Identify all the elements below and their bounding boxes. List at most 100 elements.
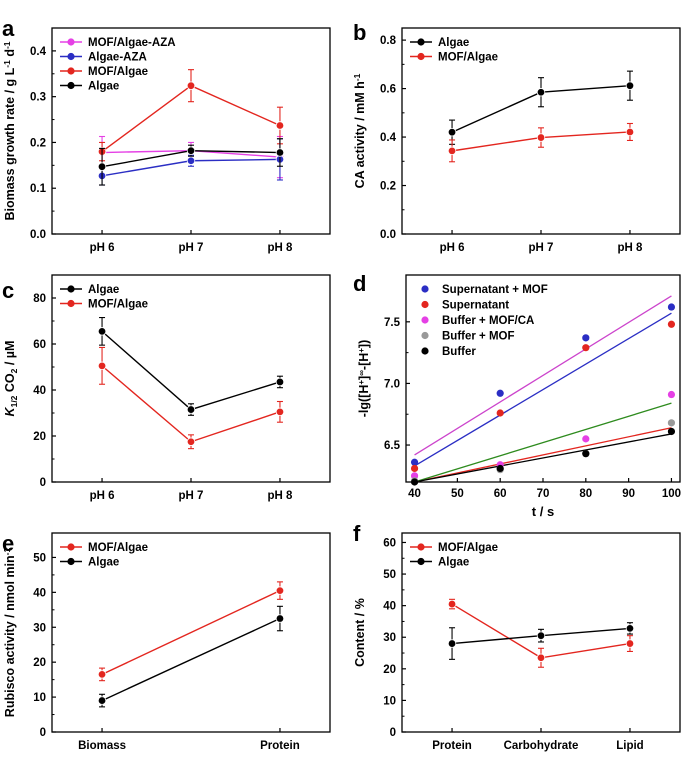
legend-label: Algae [88, 284, 119, 296]
legend-label: Buffer + MOF/CA [442, 315, 534, 327]
x-tick-label: Lipid [616, 740, 643, 752]
y-tick-label: 0.8 [380, 35, 397, 47]
data-point [186, 437, 196, 446]
y-axis-label: Biomass growth rate / g L-1 d-1 [2, 41, 17, 220]
x-tick-label: 60 [494, 488, 507, 500]
legend-label: Algae [88, 557, 119, 569]
legend-marker [67, 299, 75, 308]
data-point [582, 334, 590, 342]
legend-marker [417, 543, 425, 551]
legend: MOF/Algae Algae [60, 542, 148, 569]
y-tick-label: 50 [33, 552, 46, 564]
y-tick-label: 40 [33, 587, 46, 599]
series-line [101, 589, 281, 676]
y-tick-label: 0 [390, 727, 396, 739]
legend-label: Buffer + MOF [442, 331, 515, 343]
y-tick-label: 40 [383, 601, 396, 613]
panel-d: d 6.5 7.0 7.5 40 50 60 70 80 90 100 t / s -lg([H+]∞-… [353, 271, 681, 519]
data-point [625, 639, 635, 648]
x-tick-label: pH 7 [529, 242, 554, 254]
y-tick-label: 30 [383, 632, 396, 644]
data-point [582, 450, 590, 458]
legend-label: MOF/Algae [88, 66, 148, 78]
data-point [496, 409, 504, 417]
fit-line [414, 427, 672, 483]
legend-label: Buffer [442, 346, 476, 358]
data-point [275, 148, 285, 157]
data-point [447, 146, 457, 156]
legend-marker [67, 285, 75, 293]
y-axis-label: Content / % [353, 598, 367, 667]
y-tick-label: 0.4 [30, 46, 47, 58]
data-point [186, 81, 196, 90]
data-point [625, 624, 635, 633]
legend-label: Algae [438, 37, 469, 49]
data-point [667, 390, 676, 399]
data-point [667, 320, 676, 328]
y-axis-label: CA activity / mM h-1 [352, 73, 367, 188]
data-point [447, 128, 457, 137]
x-tick-label: pH 6 [440, 242, 465, 254]
legend-label: Algae [88, 81, 119, 93]
data-point [667, 419, 676, 427]
y-tick-label: 50 [383, 569, 396, 581]
data-point [496, 389, 504, 397]
legend-marker [417, 557, 425, 566]
x-tick-label: 90 [622, 488, 635, 500]
x-axis-label: t / s [532, 504, 554, 519]
y-tick-label: 0.2 [30, 137, 46, 149]
x-tick-label: 100 [662, 488, 681, 500]
panel-label: d [353, 271, 366, 296]
data-point [582, 344, 590, 352]
data-point [410, 472, 419, 480]
y-tick-label: 7.5 [384, 317, 401, 329]
y-tick-label: 7.0 [384, 378, 400, 390]
data-point [186, 156, 196, 165]
y-tick-label: 0 [40, 477, 46, 489]
x-tick-label: pH 7 [179, 242, 204, 254]
y-tick-label: 0.3 [30, 92, 46, 104]
legend-marker [67, 543, 75, 551]
y-axis-label: K1/2 CO2 / µM [3, 341, 19, 417]
plot-frame [51, 532, 331, 733]
x-tick-label: pH 8 [267, 490, 293, 502]
y-axis-label: -lg([H+]∞-[H+]) [357, 340, 371, 418]
data-point [410, 464, 419, 473]
panel-label: a [2, 16, 15, 41]
data-point [582, 435, 590, 443]
legend: Algae MOF/Algae [60, 284, 148, 311]
data-point [667, 427, 676, 436]
series-line [101, 330, 281, 411]
data-point [536, 631, 546, 640]
data-point [275, 586, 285, 595]
legend-label: MOF/Algae [438, 52, 498, 64]
y-tick-label: 0.6 [380, 84, 396, 96]
legend-marker [67, 38, 75, 46]
data-point [410, 478, 419, 486]
legend: MOF/Algae-AZA Algae-AZA MOF/Algae Algae [60, 37, 176, 93]
data-point [97, 327, 107, 336]
legend-label: MOF/Algae [88, 542, 148, 554]
panel-c: c 0 20 40 60 80 pH 6 pH 7 pH 8 K1/2 CO2 / µM Algae… [2, 274, 331, 502]
legend-marker [421, 347, 429, 355]
x-tick-label: 40 [408, 488, 421, 500]
y-tick-label: 0.1 [30, 183, 47, 195]
y-axis-label: Rubisco activity / nmol min-1 [2, 548, 17, 718]
data-point [97, 670, 107, 679]
x-tick-label: pH 7 [179, 490, 204, 502]
y-tick-label: 10 [33, 692, 46, 704]
data-point [625, 127, 635, 137]
data-point [536, 133, 546, 142]
legend-marker [421, 285, 429, 293]
y-tick-label: 60 [383, 537, 396, 549]
x-tick-label: 50 [451, 488, 464, 500]
y-tick-label: 0 [40, 727, 46, 739]
y-tick-label: 20 [33, 431, 46, 443]
data-point [447, 639, 457, 648]
panel-a: a 0.0 0.1 0.2 0.3 0.4 pH 6 pH 7 pH 8 Biomass grow… [2, 16, 331, 254]
y-tick-label: 20 [383, 664, 396, 676]
legend-label: Algae [438, 557, 469, 569]
data-point [186, 146, 196, 155]
legend-marker [67, 52, 75, 61]
y-tick-label: 60 [33, 339, 46, 351]
